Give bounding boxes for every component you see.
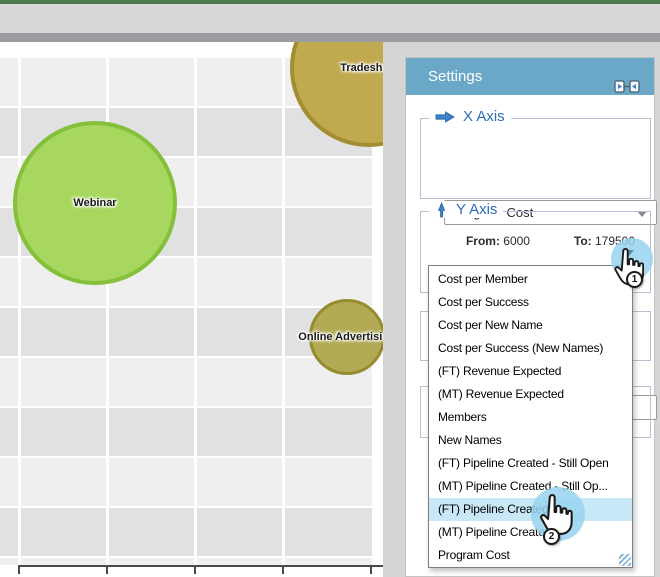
settings-panel-header[interactable]: Settings (406, 58, 654, 95)
x-axis-legend-label: X Axis (463, 108, 505, 125)
x-axis-tick (106, 565, 108, 574)
y-axis-dropdown-list: Cost per Member Cost per Success Cost pe… (428, 265, 633, 568)
x-axis-legend: X Axis (429, 108, 511, 125)
x-axis-fieldset: X Axis Program Cost From: 6000 To: 17950… (420, 108, 657, 248)
dropdown-item[interactable]: (MT) Revenue Expected (438, 387, 564, 401)
bubble-label-tradeshow: Tradeshow (340, 62, 383, 74)
top-green-strip (0, 0, 660, 4)
vertical-gridline (106, 58, 109, 565)
top-toolbar-strip (0, 4, 660, 33)
bubble-webinar[interactable] (13, 121, 177, 285)
step2-badge: 2 (543, 528, 560, 545)
chevron-down-icon (637, 211, 647, 217)
vertical-gridline (282, 58, 285, 565)
settings-title: Settings (428, 68, 483, 85)
dropdown-item[interactable]: (MT) Pipeline Created (438, 525, 552, 539)
dropdown-item[interactable]: Program Cost (438, 548, 510, 562)
from-label: From: (465, 234, 500, 248)
dropdown-item[interactable]: Cost per Success (438, 295, 529, 309)
bubble-online-advertising[interactable] (309, 299, 383, 375)
x-axis-tick (194, 565, 196, 574)
x-axis-tick (282, 565, 284, 574)
x-axis-tick (370, 565, 372, 574)
bubble-label-online-advertising: Online Advertising (298, 331, 383, 343)
dropdown-item[interactable]: Cost per New Name (438, 318, 543, 332)
x-axis-line (18, 565, 383, 567)
vertical-gridline (18, 58, 21, 565)
arrow-up-icon (438, 201, 446, 217)
from-value: 6000 (503, 234, 530, 248)
x-axis-range: From: 6000 To: 179500 (444, 234, 657, 248)
arrow-right-icon (435, 110, 455, 123)
vertical-gridline (194, 58, 197, 565)
resize-grip[interactable] (619, 554, 631, 566)
divider-bar (0, 33, 660, 42)
cursor-hand-icon (540, 494, 573, 535)
to-label: To: (573, 234, 592, 248)
dropdown-item[interactable]: (FT) Pipeline Created - Still Open (438, 456, 609, 470)
x-axis-tick (18, 565, 20, 574)
dropdown-item[interactable]: Cost per Success (New Names) (438, 341, 604, 355)
dropdown-item[interactable]: New Names (438, 433, 502, 447)
collapse-panel-icon[interactable] (614, 70, 640, 93)
bubble-label-webinar: Webinar (73, 197, 117, 209)
step1-badge: 1 (626, 271, 643, 288)
dropdown-item[interactable]: Cost per Member (438, 272, 528, 286)
y-axis-legend: Y Axis (429, 201, 504, 218)
dropdown-item[interactable]: (MT) Pipeline Created - Still Op... (438, 479, 608, 493)
y-axis-legend-label: Y Axis (456, 201, 498, 218)
dropdown-item[interactable]: (FT) Revenue Expected (438, 364, 562, 378)
bubble-chart: Webinar Tradeshow Online Advertising (0, 42, 383, 577)
dropdown-item[interactable]: Members (438, 410, 487, 424)
